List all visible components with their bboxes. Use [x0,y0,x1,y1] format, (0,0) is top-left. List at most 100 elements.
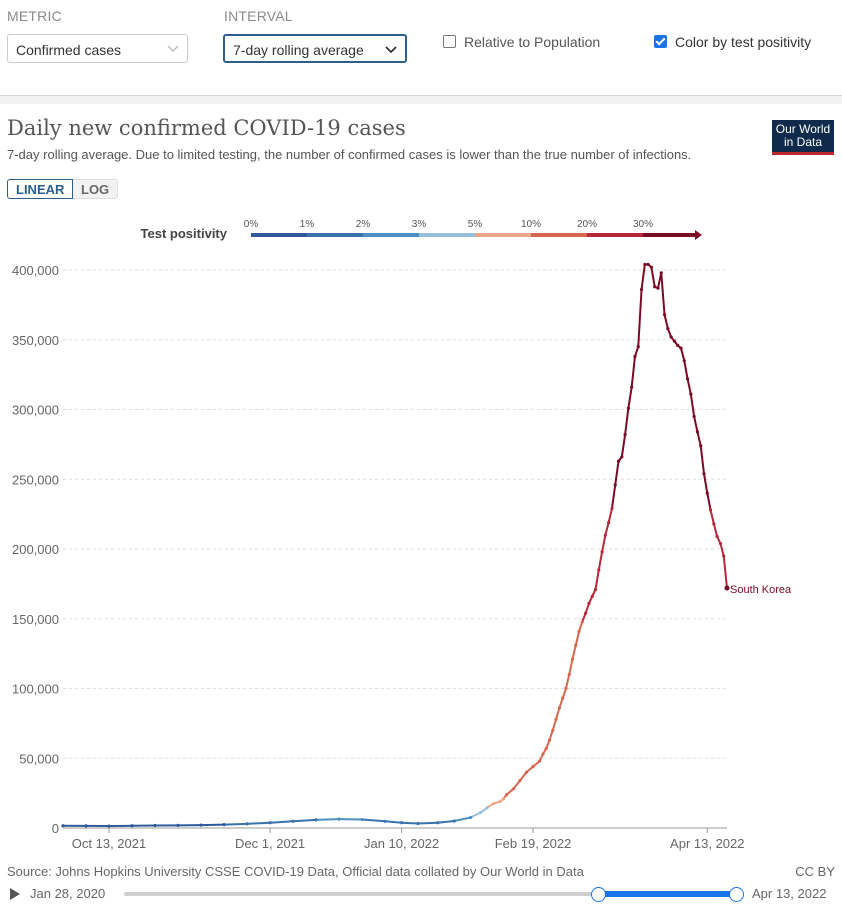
data-point [722,554,726,558]
series-segment [223,822,249,826]
data-point [682,359,686,363]
metric-value: Confirmed cases [16,42,122,58]
owid-logo[interactable]: Our World in Data [772,120,834,155]
data-point [130,824,134,828]
gridlines [63,269,727,759]
timeline-range [598,891,736,897]
series-segment [719,542,725,557]
color-by-positivity-checkbox[interactable]: Color by test positivity [654,34,811,50]
series-segment [453,816,472,823]
data-point [699,444,703,448]
data-point [593,587,598,592]
data-point [541,752,545,756]
y-tick-label: 100,000 [12,682,59,697]
data-point [399,821,404,825]
data-point [705,491,709,495]
series-segment [702,472,709,495]
series-segment [637,288,643,348]
legend-stop-label: 30% [633,219,653,230]
data-point [547,738,552,742]
data-point [600,550,604,554]
data-point [607,520,611,525]
data-point [570,657,575,661]
data-point [176,823,180,827]
chevron-down-icon [167,45,179,52]
positivity-label: Color by test positivity [675,34,812,50]
series-segment [555,707,561,721]
checkbox-checked-icon [654,35,667,48]
legend-color-bin [419,233,475,237]
series-segment [689,393,696,418]
play-icon[interactable] [8,887,22,901]
interval-select[interactable]: 7-day rolling average [223,34,407,63]
relative-label: Relative to Population [464,34,601,50]
legend-arrow-icon [695,230,702,240]
y-tick-label: 300,000 [12,403,59,418]
series-segment [712,522,719,538]
data-point [567,672,571,677]
interval-label: INTERVAL [224,8,293,24]
data-point [383,819,387,823]
data-point [715,534,719,539]
data-point [653,285,657,289]
series-segment [640,263,646,291]
logo-line1: Our World [775,122,831,136]
metric-select[interactable]: Confirmed cases [7,34,188,63]
linear-scale-button[interactable]: LINEAR [7,179,74,199]
data-point [222,823,226,827]
series-segment [512,779,521,790]
series-segment [597,550,604,571]
series-segment [548,729,554,742]
legend-stop-label: 10% [521,219,541,230]
timeline-start-handle[interactable] [591,887,606,902]
series-segment [292,818,318,823]
data-point [501,797,506,801]
series-segment [633,345,640,358]
data-point [531,765,535,769]
x-tick-label: Dec 1, 2021 [235,836,305,851]
x-tick-label: Apr 13, 2022 [670,836,744,851]
series-segment [650,266,656,288]
series-segment [679,347,686,362]
relative-to-population-checkbox[interactable]: Relative to Population [443,34,600,50]
series-segment [246,821,272,825]
license[interactable]: CC BY [795,864,835,879]
data-point [597,568,601,572]
data-point [689,392,693,396]
series-segment [584,602,590,615]
legend-stop-label: 5% [468,219,483,230]
series-segment [564,673,571,690]
data-point [613,483,617,487]
data-point [676,343,680,347]
series-segment [558,697,564,710]
data-point [646,262,650,267]
timeline-track[interactable] [124,892,736,896]
series-segment [607,507,613,524]
series-segment [686,377,692,396]
data-point [712,522,716,526]
series-segment [696,430,702,447]
data-point [590,594,594,599]
legend-stop-label: 1% [300,219,315,230]
data-point [636,345,640,349]
metric-label: METRIC [7,8,62,24]
log-scale-button[interactable]: LOG [73,179,119,199]
series-segment [561,687,567,700]
x-tick-label: Oct 13, 2021 [72,836,146,851]
series-segment [469,811,482,819]
data-point [511,787,515,791]
series-segment [384,820,403,824]
y-axis: 0 50,000 100,000 150,000 200,000 250,000 300,0… [12,263,59,836]
data-point [580,619,584,624]
legend-stop-label: 3% [412,219,427,230]
data-point [679,346,683,350]
series-segment [574,630,581,647]
series-segment [417,821,439,825]
y-tick-label: 150,000 [12,612,59,627]
timeline-end-handle[interactable] [729,887,744,902]
series-label-south-korea[interactable]: South Korea [730,584,792,596]
data-point [291,819,295,823]
data-point [708,508,713,512]
legend-stop-label: 2% [356,219,371,230]
data-point [603,533,607,537]
